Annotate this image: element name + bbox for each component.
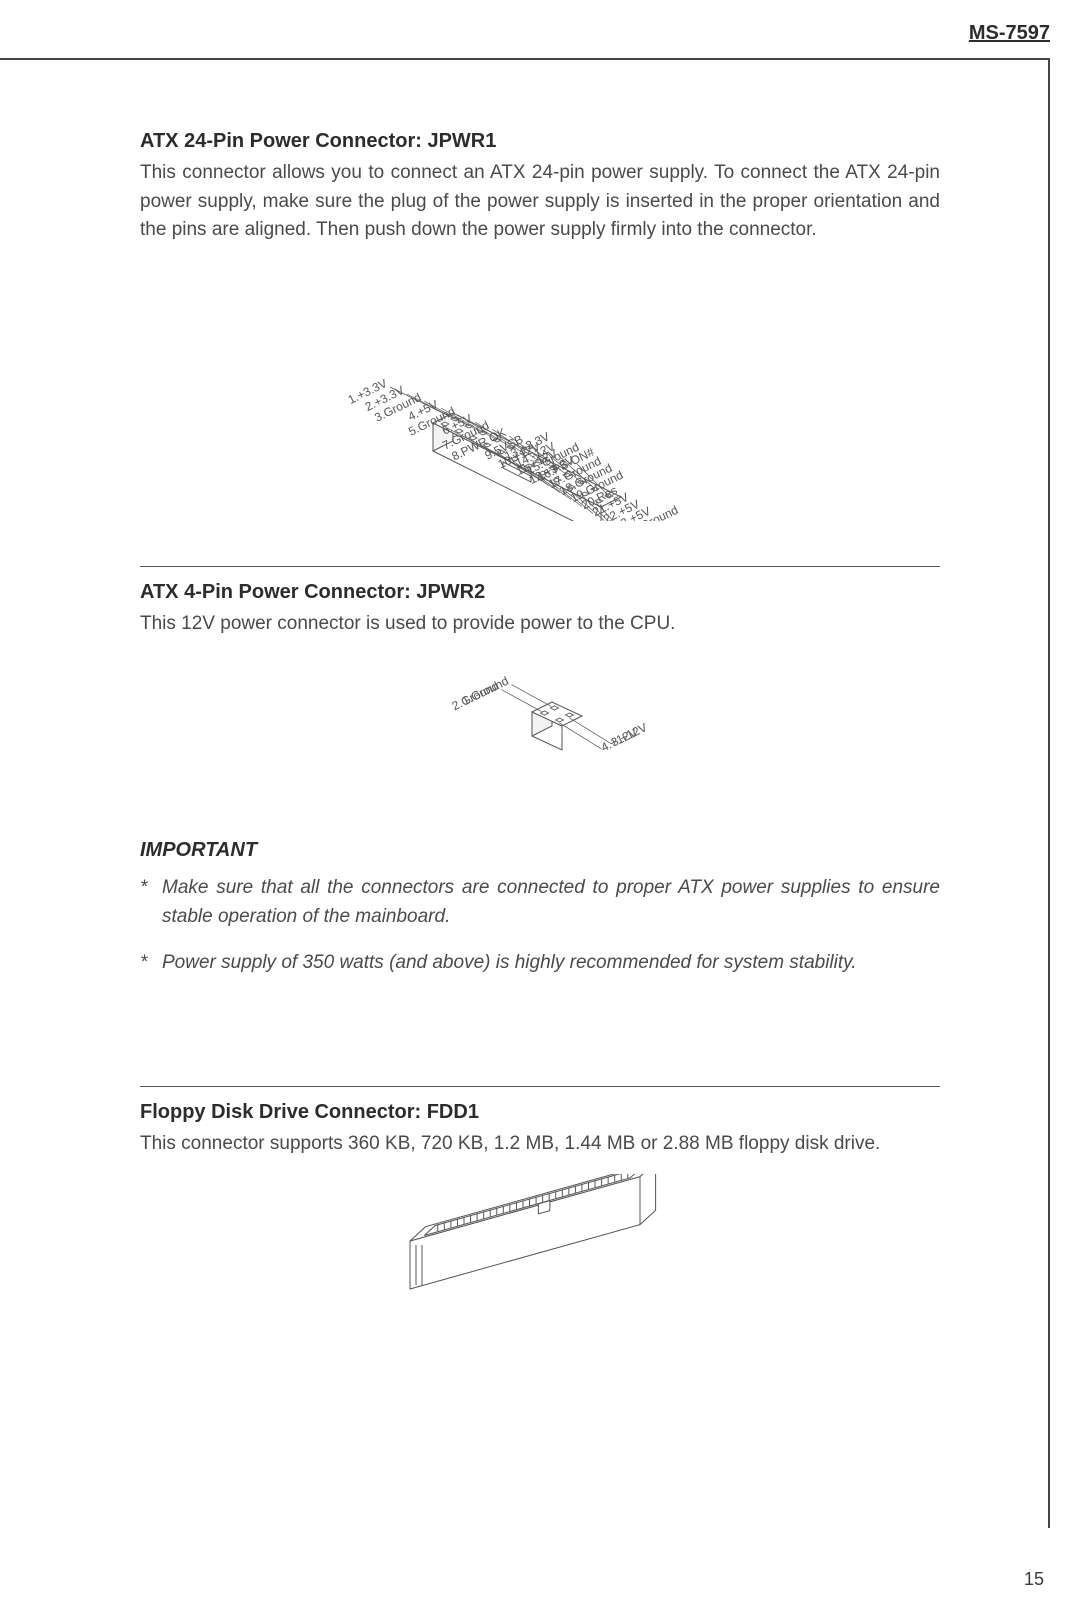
section3-text: This connector supports 360 KB, 720 KB, … bbox=[140, 1130, 940, 1159]
divider-1 bbox=[140, 566, 940, 567]
important-note-1: *Make sure that all the connectors are c… bbox=[140, 874, 940, 931]
important-note-2-text: Power supply of 350 watts (and above) is… bbox=[162, 949, 940, 978]
section1-title: ATX 24-Pin Power Connector: JPWR1 bbox=[140, 130, 940, 153]
section3-title: Floppy Disk Drive Connector: FDD1 bbox=[140, 1101, 940, 1124]
page-content: ATX 24-Pin Power Connector: JPWR1 This c… bbox=[140, 130, 940, 1369]
page-number: 15 bbox=[1024, 1569, 1044, 1590]
svg-text:4.+12V: 4.+12V bbox=[599, 725, 640, 754]
fdd1-diagram bbox=[140, 1174, 940, 1329]
important-note-2: *Power supply of 350 watts (and above) i… bbox=[140, 949, 940, 978]
jpwr1-diagram: 12.+3.3V11.+12V10.+12V9.5VSB8.PWR OK7.Gr… bbox=[140, 261, 940, 526]
important-heading: IMPORTANT bbox=[140, 839, 940, 862]
section2-text: This 12V power connector is used to prov… bbox=[140, 610, 940, 639]
svg-text:2.Ground: 2.Ground bbox=[450, 679, 501, 714]
section1-text: This connector allows you to connect an … bbox=[140, 159, 940, 245]
divider-2 bbox=[140, 1086, 940, 1087]
section2-title: ATX 4-Pin Power Connector: JPWR2 bbox=[140, 581, 940, 604]
jpwr2-diagram: 1.Ground2.Ground3.+12V4.+12V bbox=[140, 654, 940, 799]
important-note-1-text: Make sure that all the connectors are co… bbox=[162, 874, 940, 931]
header-model: MS-7597 bbox=[969, 22, 1050, 45]
